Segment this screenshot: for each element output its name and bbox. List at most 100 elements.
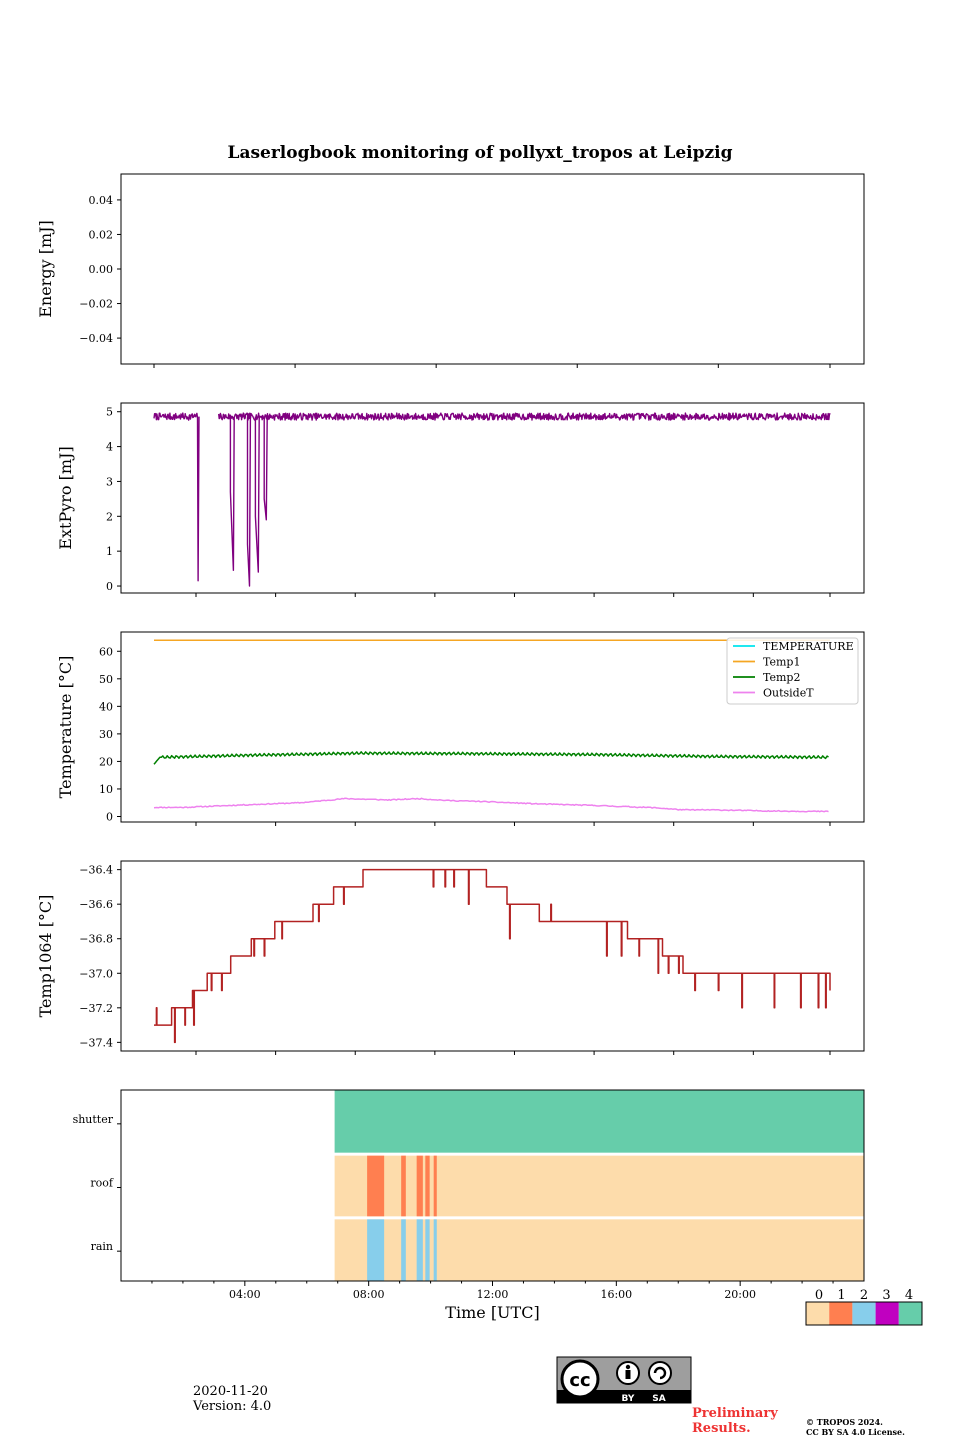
axes-frame	[120, 631, 865, 823]
y-axis-label: Temperature [°C]	[56, 656, 75, 799]
temp2-line	[153, 751, 829, 765]
copyright-line2: CC BY SA 4.0 License.	[806, 1427, 905, 1437]
y-tick-label: 1	[106, 545, 113, 558]
preliminary-notice: Preliminary Results.	[692, 1406, 778, 1436]
x-tick-label: 20:00	[724, 1288, 756, 1301]
extpyro-dropout	[246, 416, 252, 587]
temp1064-panel: −37.4 −37.2 −37.0 −36.8 −36.6 −36.4 Temp1064 […	[36, 860, 865, 1055]
attribution-icon-body	[625, 1370, 631, 1379]
status-event-rain	[433, 1219, 437, 1281]
colorbar-swatch	[875, 1302, 899, 1325]
y-tick-label: −36.6	[79, 898, 113, 911]
cc-logo-icon	[560, 1359, 600, 1399]
y-axis-label: Energy [mJ]	[36, 220, 55, 318]
extpyro-panel: 0 1 2 3 4 5 ExtPyro [mJ]	[56, 402, 865, 597]
temperature-legend: TEMPERATURE Temp1 Temp2 OutsideT	[726, 637, 859, 705]
y-tick-label: 30	[99, 728, 113, 741]
y-tick-label: −36.4	[79, 864, 113, 877]
y-tick-label: 3	[106, 475, 113, 488]
x-tick-label: 16:00	[600, 1288, 632, 1301]
colorbar-tick-label: 4	[905, 1288, 913, 1303]
status-event-roof	[367, 1155, 385, 1217]
colorbar-frame	[805, 1301, 923, 1326]
legend-label: TEMPERATURE	[763, 640, 854, 653]
temp1064-line	[153, 868, 831, 1044]
cc-sa-label: SA	[652, 1394, 665, 1404]
extpyro-dropout	[196, 416, 200, 582]
colorbar-swatch	[806, 1302, 830, 1325]
status-row-label: shutter	[73, 1113, 114, 1126]
x-tick-label: 12:00	[477, 1288, 509, 1301]
outsidet-line	[153, 797, 829, 813]
status-panel: shutter roof rain 04:00 08:00 12:00 16:00 20:00…	[73, 1089, 865, 1322]
y-tick-label: 20	[99, 755, 113, 768]
extpyro-dropout	[229, 416, 235, 571]
axes-frame	[120, 402, 865, 594]
extpyro-dropout	[254, 416, 260, 573]
y-tick-label: 50	[99, 673, 113, 686]
axes-frame	[120, 860, 865, 1052]
colorbar-tick-label: 0	[815, 1288, 823, 1303]
colorbar-tick-label: 1	[837, 1288, 845, 1303]
share-alike-arrow-icon	[653, 1366, 667, 1380]
status-row-label: rain	[91, 1240, 113, 1253]
status-row-rain	[334, 1219, 864, 1281]
status-event-rain	[416, 1219, 423, 1281]
x-tick-label: 08:00	[353, 1288, 385, 1301]
figure-title: Laserlogbook monitoring of pollyxt_tropo…	[227, 143, 732, 163]
cc-by-label: BY	[622, 1394, 635, 1404]
copyright-notice: © TROPOS 2024. CC BY SA 4.0 License.	[806, 1417, 905, 1437]
y-tick-label: −37.0	[79, 967, 113, 980]
energy-panel: −0.04 −0.02 0.00 0.02 0.04 Energy [mJ]	[36, 173, 865, 368]
y-tick-label: −0.04	[79, 332, 113, 345]
report-date: 2020-11-20	[193, 1384, 268, 1399]
attribution-icon-head	[625, 1364, 631, 1370]
extpyro-line-segment-2	[218, 412, 831, 421]
legend-label: OutsideT	[763, 687, 814, 700]
y-tick-label: −0.02	[79, 298, 113, 311]
y-tick-label: 0.00	[89, 263, 114, 276]
colorbar-swatch	[829, 1302, 853, 1325]
status-row-roof	[334, 1155, 864, 1217]
status-event-rain	[401, 1219, 406, 1281]
status-row-label: roof	[90, 1177, 114, 1190]
x-tick-label: 04:00	[229, 1288, 261, 1301]
y-tick-label: 0	[106, 810, 113, 823]
share-alike-icon	[648, 1361, 672, 1385]
y-tick-label: −36.8	[79, 933, 113, 946]
copyright-line1: © TROPOS 2024.	[806, 1417, 883, 1427]
y-tick-label: −37.4	[79, 1036, 113, 1049]
preliminary-line1: Preliminary	[692, 1406, 778, 1421]
y-tick-label: 2	[106, 510, 113, 523]
y-tick-label: 60	[99, 645, 113, 658]
y-axis-label: Temp1064 [°C]	[36, 895, 55, 1018]
status-event-roof	[433, 1155, 437, 1217]
axes-frame	[120, 173, 865, 365]
colorbar-swatch	[852, 1302, 876, 1325]
y-tick-label: 0	[106, 580, 113, 593]
x-axis-label: Time [UTC]	[445, 1303, 539, 1322]
status-event-roof	[416, 1155, 423, 1217]
status-row-shutter	[334, 1090, 864, 1153]
cc-logo-text: cc	[569, 1370, 590, 1391]
cc-license-badge: cc BY SA	[556, 1356, 692, 1404]
status-event-rain	[367, 1219, 385, 1281]
report-version: Version: 4.0	[193, 1399, 272, 1414]
date-version-block: 2020-11-20 Version: 4.0	[193, 1384, 271, 1414]
y-tick-label: 0.02	[89, 228, 114, 241]
y-tick-label: 4	[106, 441, 113, 454]
y-tick-label: 5	[106, 406, 113, 419]
legend-box	[726, 637, 859, 705]
y-axis-label: ExtPyro [mJ]	[56, 446, 75, 549]
legend-label: Temp2	[763, 671, 800, 684]
colorbar-swatch	[898, 1302, 922, 1325]
temperature-panel: 0 10 20 30 40 50 60 Temperature [°C] TEMPERATURE…	[56, 631, 865, 826]
y-tick-label: 40	[99, 700, 113, 713]
status-event-roof	[401, 1155, 406, 1217]
y-tick-label: −37.2	[79, 1002, 113, 1015]
status-event-rain	[425, 1219, 430, 1281]
y-tick-label: 0.04	[89, 194, 114, 207]
colorbar-tick-label: 2	[860, 1288, 868, 1303]
